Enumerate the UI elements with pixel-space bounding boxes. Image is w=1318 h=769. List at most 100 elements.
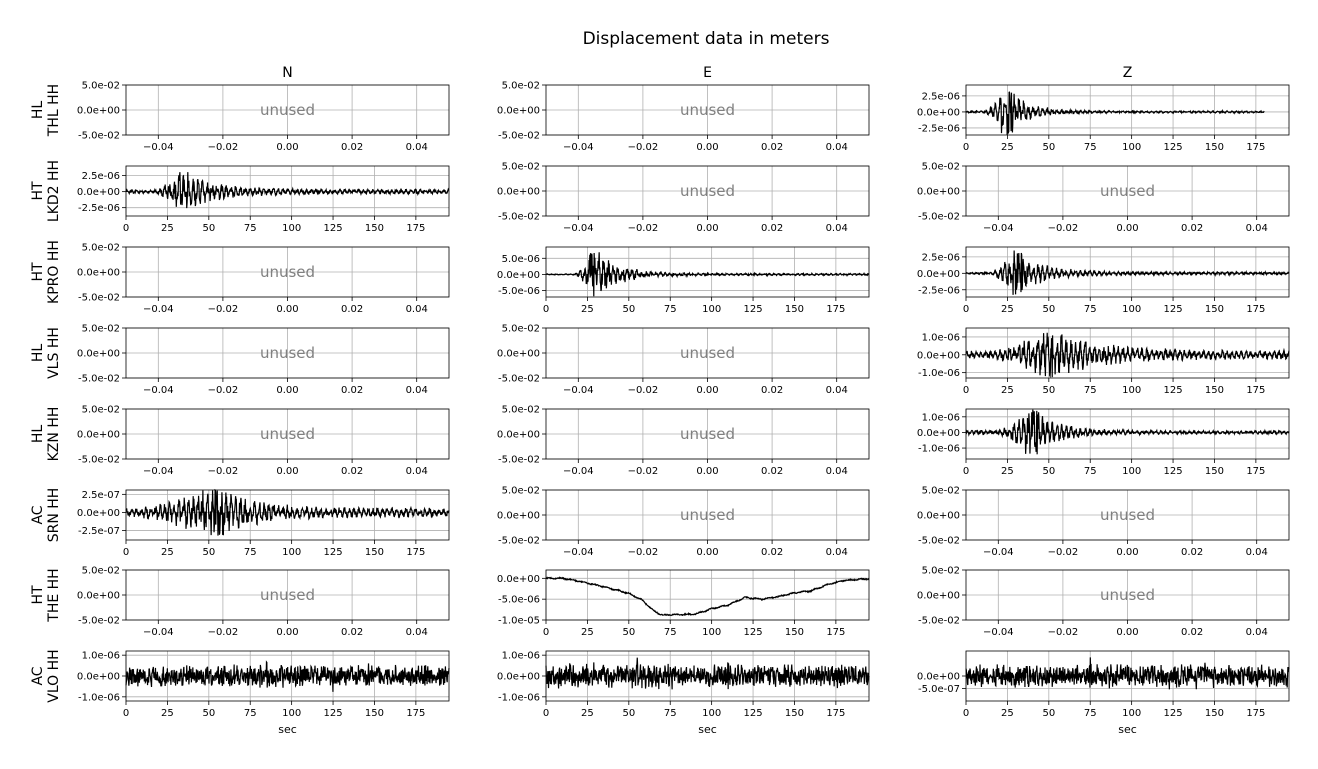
y-tick-label: 0.0e+00 xyxy=(917,511,960,522)
x-tick-label: 150 xyxy=(1205,708,1224,719)
x-tick-label: 100 xyxy=(702,304,721,315)
row-label: HLVLS HH xyxy=(30,327,62,379)
x-tick-label: 100 xyxy=(1122,385,1141,396)
y-tick-label: 0.0e+00 xyxy=(77,672,120,683)
axes-frame xyxy=(545,246,870,298)
x-tick-label: 50 xyxy=(202,547,215,558)
x-tick-label: −0.02 xyxy=(628,385,659,396)
row-label: HTKPRO HH xyxy=(30,240,62,304)
x-tick-label: 0.04 xyxy=(1246,223,1268,234)
x-tick-label: −0.04 xyxy=(563,466,594,477)
subplot-kpro-hh-z: 0 25 50 75 100 125 150 175 2.5e-06 0.0e+00 -2.5e-0… xyxy=(917,246,1290,315)
x-tick-label: 150 xyxy=(365,223,384,234)
x-tick-label: 0.04 xyxy=(826,223,848,234)
x-tick-label: 0.04 xyxy=(406,304,428,315)
x-tick-label: 50 xyxy=(1042,708,1055,719)
x-tick-label: 25 xyxy=(161,708,174,719)
x-tick-label: 175 xyxy=(406,223,425,234)
y-tick-label: -5.0e-07 xyxy=(918,684,960,695)
unused-label: unused xyxy=(680,344,735,362)
trace-line-z xyxy=(965,250,1290,295)
subplot-lkd2-hh-e: unused −0.04 −0.02 0.00 0.02 0.04 5.0e-02 0.0e+… xyxy=(497,162,870,234)
unused-label: unused xyxy=(1100,182,1155,200)
y-tick-label: -5.0e-02 xyxy=(78,293,120,304)
row-label-station: KPRO HH xyxy=(46,240,62,304)
row-label: ACVLO HH xyxy=(30,649,62,702)
column-title-n: N xyxy=(282,65,292,81)
y-tick-label: 2.5e-06 xyxy=(922,252,960,263)
x-tick-label: 0.02 xyxy=(341,142,363,153)
x-tick-label: 175 xyxy=(1246,142,1265,153)
x-tick-label: 0.02 xyxy=(341,627,363,638)
x-tick-label: 125 xyxy=(744,627,763,638)
x-tick-label: 75 xyxy=(244,547,257,558)
subplot-vls-hh-z: 0 25 50 75 100 125 150 175 1.0e-06 0.0e+00 -1.0e-0… xyxy=(917,327,1290,396)
trace-line-z xyxy=(965,91,1265,135)
x-tick-label: −0.04 xyxy=(983,547,1014,558)
y-tick-label: -5.0e-02 xyxy=(498,212,540,223)
y-tick-label: 2.5e-07 xyxy=(82,490,120,501)
x-tick-label: 150 xyxy=(785,708,804,719)
x-tick-label: 0.04 xyxy=(826,466,848,477)
subplot-the-hh-z: unused −0.04 −0.02 0.00 0.02 0.04 5.0e-02 0.0e+… xyxy=(917,566,1290,638)
x-tick-label: 0.02 xyxy=(341,385,363,396)
x-tick-label: −0.04 xyxy=(563,385,594,396)
subplot-thl-hh-z: 0 25 50 75 100 125 150 175 2.5e-06 0.0e+00 -2.5e-0… xyxy=(917,65,1290,153)
y-tick-label: 5.0e-02 xyxy=(502,486,540,497)
subplot-kzn-hh-z: 0 25 50 75 100 125 150 175 1.0e-06 0.0e+00 -1.0e-0… xyxy=(917,408,1290,477)
x-tick-label: 0.02 xyxy=(761,223,783,234)
x-tick-label: 0.02 xyxy=(761,547,783,558)
subplot-the-hh-e: 0 25 50 75 100 125 150 175 0.0e+00 -5.0e-06 -1.0e-… xyxy=(497,569,870,638)
y-tick-label: -5.0e-02 xyxy=(498,455,540,466)
x-tick-label: 150 xyxy=(1205,142,1224,153)
y-tick-label: 0.0e+00 xyxy=(917,269,960,280)
y-tick-label: 1.0e-06 xyxy=(82,651,120,662)
y-tick-label: 0.0e+00 xyxy=(497,511,540,522)
x-axis-label: sec xyxy=(1118,723,1137,736)
subplot-kpro-hh-n: unused −0.04 −0.02 0.00 0.02 0.04 5.0e-02 0.0e+… xyxy=(77,243,450,315)
row-label-network: AC xyxy=(30,666,46,685)
row-label-network: AC xyxy=(30,505,46,524)
unused-label: unused xyxy=(680,182,735,200)
x-tick-label: 50 xyxy=(622,304,635,315)
unused-label: unused xyxy=(1100,506,1155,524)
x-tick-label: 25 xyxy=(581,627,594,638)
y-tick-label: 0.0e+00 xyxy=(77,349,120,360)
y-tick-label: 5.0e-06 xyxy=(502,254,540,265)
x-tick-label: 0.04 xyxy=(1246,547,1268,558)
x-tick-label: 0.04 xyxy=(826,142,848,153)
x-tick-label: 150 xyxy=(785,304,804,315)
x-tick-label: −0.04 xyxy=(143,466,174,477)
y-tick-label: 5.0e-02 xyxy=(502,81,540,92)
x-tick-label: 50 xyxy=(202,708,215,719)
y-tick-label: 2.5e-06 xyxy=(922,91,960,102)
x-tick-label: 0.00 xyxy=(1116,547,1138,558)
subplot-kzn-hh-n: unused −0.04 −0.02 0.00 0.02 0.04 5.0e-02 0.0e+… xyxy=(77,405,450,477)
x-tick-label: −0.02 xyxy=(1048,223,1079,234)
x-tick-label: 25 xyxy=(161,547,174,558)
x-tick-label: 0.00 xyxy=(276,385,298,396)
row-label-network: HT xyxy=(30,262,46,282)
y-tick-label: 0.0e+00 xyxy=(497,430,540,441)
x-tick-label: 0 xyxy=(123,223,129,234)
unused-label: unused xyxy=(260,425,315,443)
subplot-thl-hh-n: unused −0.04 −0.02 0.00 0.02 0.04 5.0e-02 0.0e+… xyxy=(77,65,450,153)
x-tick-label: 25 xyxy=(1001,708,1014,719)
row-label-network: HL xyxy=(30,344,46,363)
x-tick-label: −0.04 xyxy=(563,223,594,234)
x-tick-label: −0.04 xyxy=(563,142,594,153)
y-tick-label: -5.0e-02 xyxy=(918,536,960,547)
subplot-srn-hh-z: unused −0.04 −0.02 0.00 0.02 0.04 5.0e-02 0.0e+… xyxy=(917,486,1290,558)
x-tick-label: 150 xyxy=(1205,385,1224,396)
x-tick-label: −0.02 xyxy=(1048,547,1079,558)
x-tick-label: 25 xyxy=(1001,466,1014,477)
x-tick-label: 0.04 xyxy=(406,142,428,153)
x-tick-label: −0.02 xyxy=(208,304,239,315)
y-tick-label: 0.0e+00 xyxy=(77,106,120,117)
x-tick-label: 75 xyxy=(664,627,677,638)
x-tick-label: 0 xyxy=(543,627,549,638)
row-label-network: HT xyxy=(30,181,46,201)
y-tick-label: 0.0e+00 xyxy=(917,107,960,118)
x-tick-label: 125 xyxy=(1164,304,1183,315)
x-tick-label: −0.04 xyxy=(143,304,174,315)
